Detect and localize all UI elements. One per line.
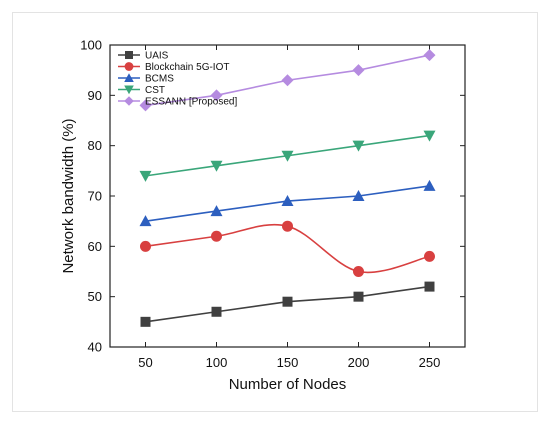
data-point bbox=[282, 220, 293, 232]
legend-marker bbox=[124, 96, 134, 106]
y-tick-label: 40 bbox=[88, 340, 102, 355]
data-point bbox=[139, 215, 152, 227]
data-point bbox=[282, 296, 293, 307]
data-point bbox=[424, 281, 435, 292]
legend-item-4: ESSANN [Proposed] bbox=[118, 96, 237, 108]
legend-marker bbox=[125, 51, 133, 59]
y-tick-label: 100 bbox=[80, 38, 102, 53]
series-1 bbox=[140, 220, 435, 277]
data-point bbox=[424, 250, 435, 262]
axes: 50 100 150 200 250 40 50 60 70 80 90 100 bbox=[80, 38, 466, 370]
legend-marker bbox=[124, 73, 134, 82]
legend-label: ESSANN [Proposed] bbox=[145, 97, 237, 108]
x-tick-label: 100 bbox=[206, 355, 228, 370]
data-point bbox=[210, 160, 223, 172]
y-tick-label: 70 bbox=[88, 189, 102, 204]
data-point bbox=[211, 230, 222, 242]
legend-label: Blockchain 5G-IOT bbox=[145, 62, 229, 73]
x-axis-title: Number of Nodes bbox=[229, 376, 347, 393]
y-tick-label: 50 bbox=[88, 289, 102, 304]
legend-label: UAIS bbox=[145, 51, 169, 62]
data-point bbox=[353, 291, 364, 302]
data-point bbox=[281, 74, 294, 87]
series-0 bbox=[140, 281, 435, 327]
legend-label: CST bbox=[145, 85, 165, 96]
series-2 bbox=[139, 179, 436, 227]
legend-item-0: UAIS bbox=[118, 51, 169, 62]
y-tick-label: 80 bbox=[88, 138, 102, 153]
series-line bbox=[145, 223, 430, 274]
legend-marker bbox=[124, 85, 134, 95]
data-point bbox=[353, 266, 364, 277]
x-tick-label: 150 bbox=[277, 355, 299, 370]
data-point bbox=[210, 89, 223, 102]
data-point bbox=[423, 179, 436, 191]
series-layer bbox=[139, 49, 436, 327]
legend-item-3: CST bbox=[118, 85, 165, 96]
figure-frame bbox=[12, 12, 538, 412]
series-3 bbox=[139, 130, 436, 182]
legend-marker bbox=[124, 62, 134, 71]
x-tick-label: 250 bbox=[419, 355, 441, 370]
data-point bbox=[140, 316, 151, 327]
data-point bbox=[140, 240, 151, 252]
y-tick-label: 60 bbox=[88, 239, 102, 254]
data-point bbox=[352, 64, 365, 77]
legend-label: BCMS bbox=[145, 74, 174, 85]
y-axis-title: Network bandwidth (%) bbox=[60, 118, 77, 273]
data-point bbox=[352, 190, 365, 201]
series-4 bbox=[139, 49, 436, 112]
data-point bbox=[352, 140, 365, 152]
data-point bbox=[139, 99, 152, 112]
data-point bbox=[423, 130, 436, 142]
data-point bbox=[423, 49, 436, 62]
data-point bbox=[281, 150, 294, 162]
data-point bbox=[281, 195, 294, 207]
legend-item-1: Blockchain 5G-IOT bbox=[118, 62, 229, 73]
y-tick-label: 90 bbox=[88, 88, 102, 103]
legend-item-2: BCMS bbox=[118, 73, 174, 85]
data-point bbox=[210, 205, 223, 217]
x-tick-label: 200 bbox=[348, 355, 370, 370]
data-point bbox=[211, 306, 222, 317]
x-tick-label: 50 bbox=[138, 355, 152, 370]
data-point bbox=[139, 170, 152, 182]
